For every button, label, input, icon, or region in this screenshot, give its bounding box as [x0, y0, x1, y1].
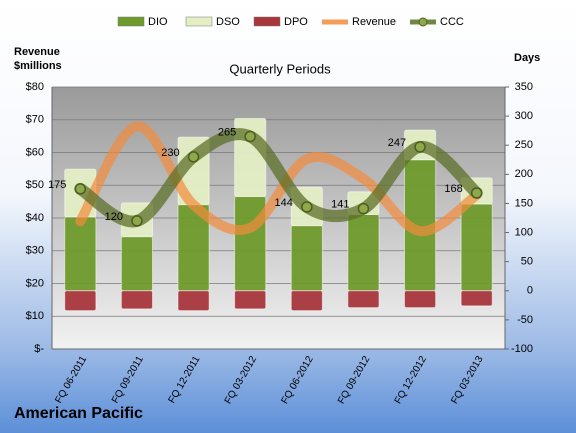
legend-label: Revenue	[352, 16, 396, 28]
y-tick-label: $10	[26, 310, 44, 322]
y-tick-label: $60	[26, 146, 44, 158]
bar	[64, 290, 97, 312]
legend-label: DSO	[216, 16, 240, 28]
marker	[357, 202, 370, 215]
legend-label: CCC	[440, 16, 464, 28]
data-label: 120	[105, 211, 123, 223]
bar	[120, 290, 154, 310]
x-tick-label: FQ 12-2011	[167, 354, 203, 405]
data-label: 247	[388, 137, 406, 149]
marker	[301, 201, 313, 213]
data-label: 230	[161, 147, 179, 159]
bar	[347, 290, 380, 309]
chart-title: Quarterly Periods	[229, 61, 331, 76]
bar	[234, 290, 267, 310]
y-axis-title: Revenue $millions	[14, 46, 62, 72]
x-tick-label: FQ 09-2012	[336, 354, 372, 406]
y2-tick-label: 150	[515, 197, 533, 209]
marker	[470, 187, 483, 199]
footer: American Pacific	[14, 405, 143, 422]
line	[74, 128, 483, 228]
y2-tick-label: 0	[527, 285, 533, 297]
bar	[177, 290, 210, 312]
y2-tick-label: -100	[511, 343, 533, 355]
x-tick-label: FQ 03-2013	[449, 354, 485, 406]
legend-marker	[418, 17, 428, 27]
data-label: 265	[218, 126, 236, 138]
y-tick-label: $50	[26, 179, 44, 191]
y2-axis-title: Days	[514, 52, 540, 64]
y-tick-label: $80	[26, 81, 44, 93]
legend-label: DIO	[148, 16, 168, 28]
bar	[347, 214, 380, 292]
data-label: 168	[444, 183, 462, 195]
y2-tick-label: 200	[515, 168, 533, 180]
x-tick-label: FQ 12-2012	[393, 354, 429, 406]
x-tick-label: FQ 06-2012	[279, 354, 315, 406]
legend-swatch	[253, 16, 281, 27]
marker	[187, 151, 200, 163]
y2-tick-label: -50	[517, 314, 533, 326]
x-tick-label: FQ 03-2012	[223, 354, 259, 406]
y-tick-label: $40	[26, 212, 44, 224]
y-tick-label: $-	[34, 343, 44, 355]
y2-tick-label: 50	[521, 256, 533, 268]
y2-tick-label: 350	[515, 81, 533, 93]
y-tick-label: $20	[26, 277, 44, 289]
data-label: 141	[331, 199, 349, 211]
data-label: 144	[274, 197, 292, 209]
legend-swatch	[117, 16, 145, 27]
bar	[460, 290, 493, 307]
x-tick-label: FQ 06-2011	[53, 354, 89, 405]
y-tick-label: $70	[26, 114, 44, 126]
bar	[64, 216, 97, 292]
bar	[290, 290, 323, 312]
legend-swatch	[185, 16, 213, 27]
x-tick-label: FQ 09-2011	[110, 354, 146, 405]
line	[75, 121, 482, 237]
marker	[74, 183, 87, 195]
marker	[131, 215, 143, 227]
bar	[120, 236, 154, 292]
bar	[234, 195, 267, 292]
bar	[460, 203, 493, 292]
data-label: 175	[48, 179, 66, 191]
marker	[414, 141, 426, 153]
bar	[403, 290, 437, 309]
bar	[290, 225, 323, 292]
y2-tick-label: 100	[515, 226, 533, 238]
y-tick-label: $30	[26, 245, 44, 257]
y2-tick-label: 300	[515, 110, 533, 122]
y2-tick-label: 250	[515, 139, 533, 151]
legend-label: DPO	[284, 16, 308, 28]
marker	[244, 130, 256, 143]
